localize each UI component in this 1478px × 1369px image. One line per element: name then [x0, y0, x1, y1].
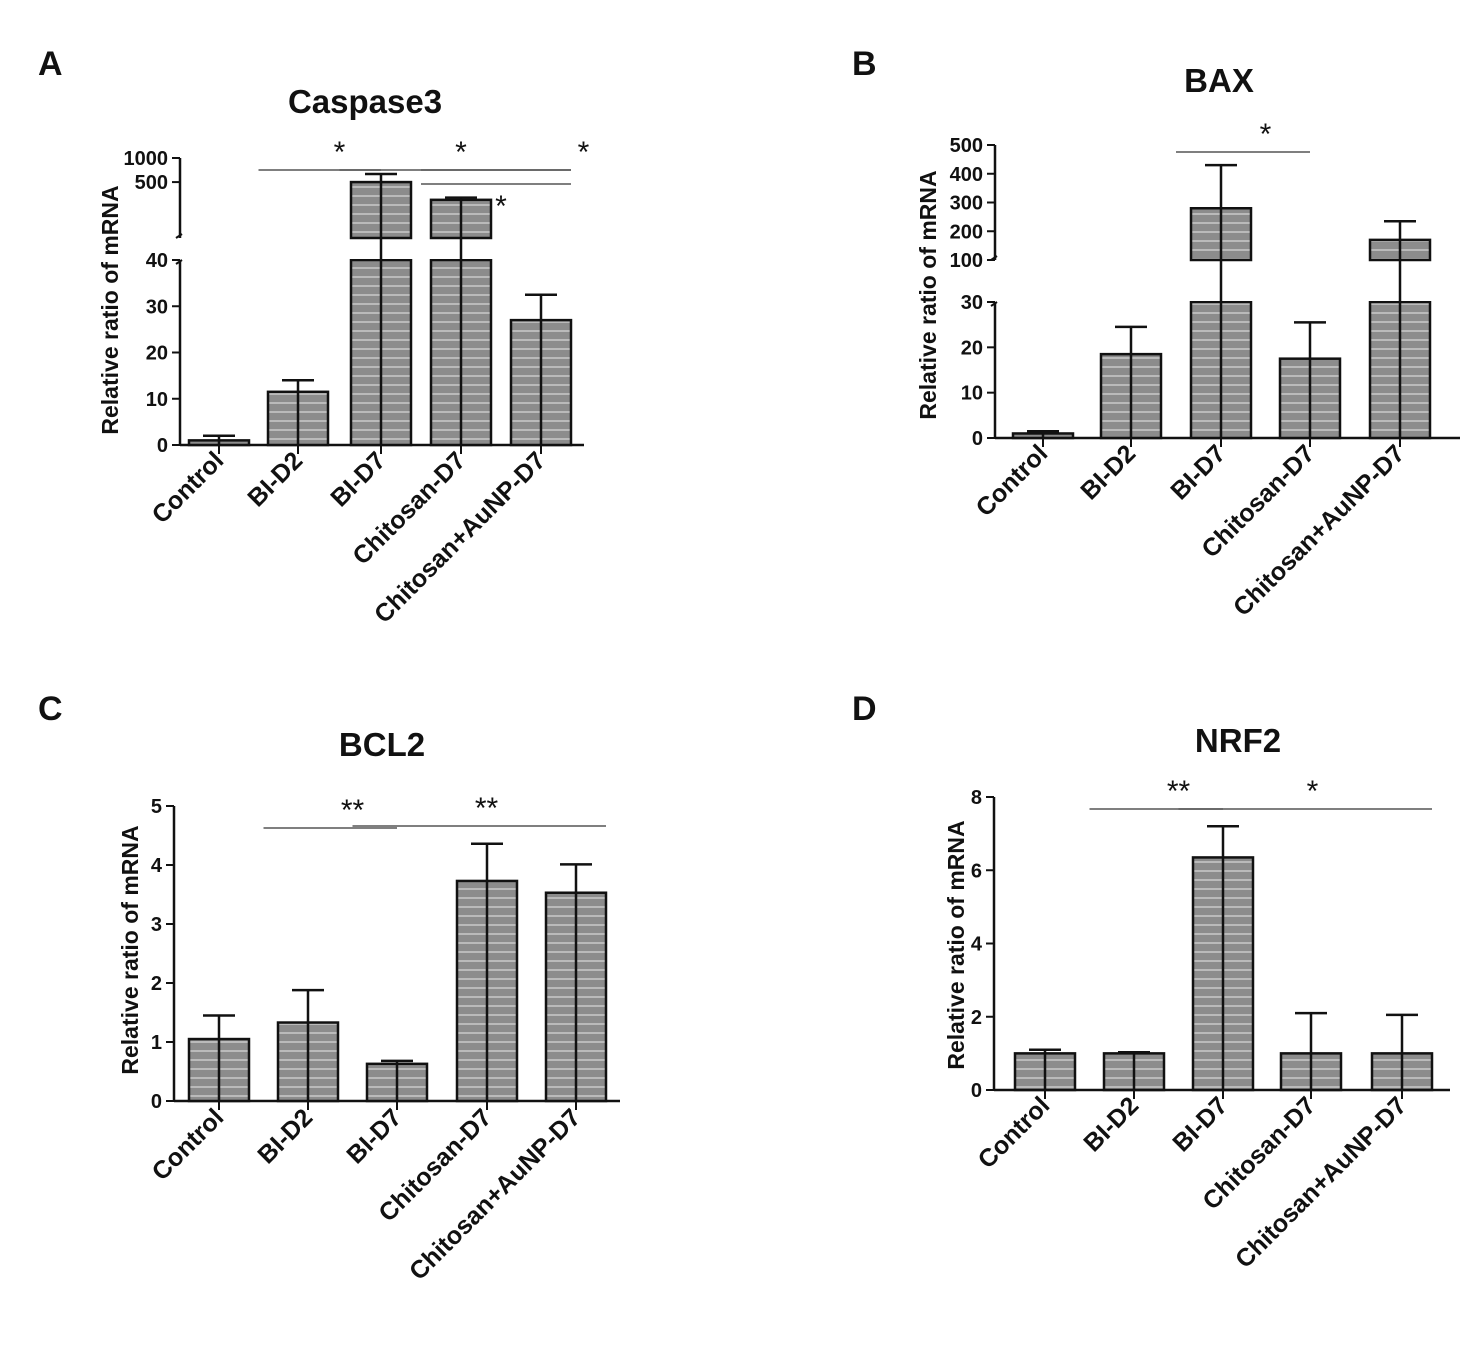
y-tick-label: 0	[972, 428, 983, 450]
y-tick-label: 30	[146, 296, 168, 318]
significance-label: **	[1167, 775, 1191, 808]
x-category-label: BI-D2	[1075, 439, 1141, 505]
y-tick-label: 500	[950, 135, 983, 157]
chart-title: Caspase3	[288, 83, 442, 120]
x-category-label: BI-D2	[252, 1103, 318, 1169]
x-category-label: BI-D2	[1078, 1091, 1144, 1157]
y-tick-label: 200	[950, 221, 983, 243]
significance-label: *	[334, 136, 346, 169]
panel-a-chart: A Caspase3 Relative ratio of mRNA 0 10 20 30 40…	[38, 45, 590, 629]
y-tick-label: 20	[146, 343, 168, 365]
y-tick-label: 10	[961, 383, 983, 405]
y-tick-label: 20	[961, 337, 983, 359]
y-axis-label: Relative ratio of mRNA	[915, 170, 941, 419]
x-category-label: BI-D7	[325, 446, 391, 512]
y-tick-label: 1	[151, 1032, 162, 1054]
y-axis-label: Relative ratio of mRNA	[97, 185, 123, 434]
x-category-label: BI-D7	[341, 1103, 407, 1169]
y-tick-label: 100	[950, 250, 983, 272]
axis-break-mark	[175, 233, 183, 239]
panel-letter: B	[852, 45, 877, 83]
x-category-label: BI-D7	[1165, 439, 1231, 505]
y-tick-label: 30	[961, 292, 983, 314]
x-category-label: BI-D2	[242, 446, 308, 512]
x-category-label: Control	[147, 1103, 230, 1186]
x-category-label: Chitosan+AuNP-D7	[1230, 1091, 1412, 1273]
x-category-label: Control	[973, 1091, 1056, 1174]
significance-label: **	[475, 792, 499, 825]
significance-label: *	[495, 190, 507, 223]
significance-label: *	[1307, 775, 1319, 808]
y-tick-label: 0	[151, 1091, 162, 1113]
significance-label: **	[341, 794, 365, 827]
x-category-label: Control	[971, 439, 1054, 522]
y-tick-label: 8	[971, 787, 982, 809]
panel-letter: D	[852, 690, 877, 728]
y-tick-label: 6	[971, 860, 982, 882]
panel-letter: A	[38, 45, 63, 83]
y-tick-label: 5	[151, 796, 162, 818]
significance-label: *	[455, 136, 467, 169]
y-tick-label: 0	[971, 1080, 982, 1102]
y-tick-label: 40	[146, 250, 168, 272]
x-category-label: Control	[147, 446, 230, 529]
y-tick-label: 500	[135, 172, 168, 194]
chart-title: NRF2	[1195, 722, 1281, 759]
y-tick-label: 2	[151, 973, 162, 995]
y-tick-label: 4	[971, 934, 983, 956]
axis-break-mark	[990, 301, 998, 307]
panel-c-chart: C BCL2 Relative ratio of mRNA 0 1 2 3 4 5 Control…	[38, 690, 620, 1286]
y-tick-label: 10	[146, 389, 168, 411]
significance-label: *	[578, 136, 590, 169]
x-category-label: BI-D7	[1167, 1091, 1233, 1157]
x-category-label: Chitosan+AuNP-D7	[1228, 439, 1410, 621]
y-tick-label: 1000	[124, 148, 169, 170]
y-axis-label: Relative ratio of mRNA	[943, 820, 969, 1069]
chart-title: BAX	[1184, 62, 1254, 99]
y-tick-label: 0	[157, 435, 168, 457]
y-axis-label: Relative ratio of mRNA	[117, 825, 143, 1074]
significance-label: *	[1260, 118, 1272, 151]
chart-title: BCL2	[339, 726, 425, 763]
panel-b-chart: B BAX Relative ratio of mRNA 0 10 20 30 100 200 3…	[852, 45, 1460, 622]
panel-letter: C	[38, 690, 63, 728]
x-category-label: Chitosan+AuNP-D7	[404, 1103, 586, 1285]
y-tick-label: 400	[950, 164, 983, 186]
y-tick-label: 3	[151, 914, 162, 936]
y-tick-label: 300	[950, 193, 983, 215]
axis-break-mark	[175, 259, 183, 265]
y-tick-label: 2	[971, 1007, 982, 1029]
y-tick-label: 4	[151, 855, 163, 877]
